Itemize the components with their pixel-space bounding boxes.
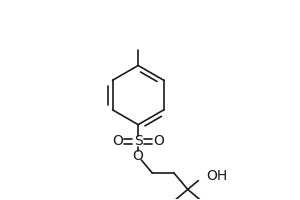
- Text: S: S: [134, 134, 142, 148]
- Text: O: O: [153, 134, 164, 148]
- Text: OH: OH: [206, 169, 228, 183]
- Text: O: O: [112, 134, 123, 148]
- Text: O: O: [133, 149, 144, 163]
